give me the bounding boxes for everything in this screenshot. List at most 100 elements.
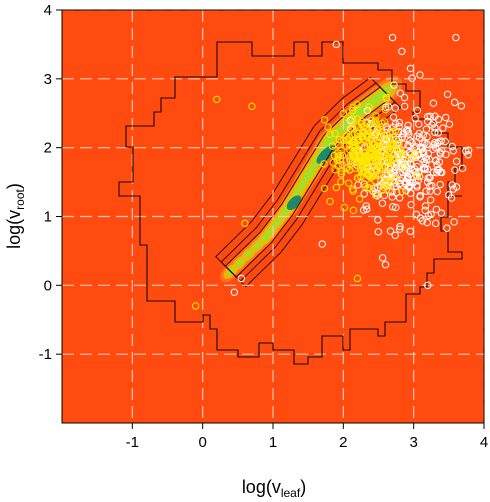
white-point [464,146,473,154]
yellow-point [369,153,378,162]
white-point [435,158,444,166]
yellow-point [371,116,379,124]
white-point [447,194,456,202]
outlier-point [248,102,256,111]
yellow-point [398,187,406,196]
white-point [449,147,457,155]
yellow-point [353,174,362,182]
white-point [423,140,431,148]
yellow-point [349,152,357,160]
yellow-point [372,120,381,129]
yellow-point [388,143,397,151]
y-tick-label: 1 [44,209,52,226]
density-peak [316,145,335,164]
y-axis-ticks: -1 0 1 2 3 4 [39,2,62,363]
yellow-point [326,197,334,206]
x-axis-title-sub: leaf [281,486,301,500]
y-tick-label: 4 [44,2,52,19]
yellow-point [349,187,357,195]
white-point [435,138,443,146]
outer-contour [118,41,463,365]
white-point [422,187,430,195]
density-contour-line [224,86,392,278]
x-axis-title-base: log(v [242,477,281,497]
white-point [398,47,406,56]
outlier-point [452,33,460,42]
white-point [404,121,412,130]
white-point [391,120,400,128]
outlier-point [388,33,397,42]
white-point [403,172,412,181]
yellow-point [357,150,365,159]
scatter-points [191,33,473,310]
white-point [438,147,446,155]
white-point [407,200,415,209]
white-point [389,202,397,211]
white-point [422,125,431,133]
white-point [450,98,459,107]
white-point [391,231,399,240]
outlier-point [230,288,239,296]
white-point [346,116,355,125]
density-contour-line [220,82,396,282]
yellow-point [324,123,332,131]
outlier-point [332,40,340,49]
yellow-point [413,171,422,179]
yellow-point [361,183,369,191]
white-point [421,206,429,215]
x-tick-label: 4 [480,434,488,451]
yellow-point [334,149,342,157]
white-point [427,210,435,218]
white-point [432,205,441,214]
white-point [448,181,456,189]
white-point [416,71,424,79]
white-point [450,218,458,226]
yellow-point [348,115,356,123]
yellow-point [411,149,419,158]
yellow-point [354,130,362,138]
white-point [433,160,441,169]
yellow-point [384,155,393,163]
white-point [406,64,415,73]
white-point [389,113,398,121]
white-point [431,143,440,152]
white-point [408,74,416,82]
yellow-point [367,116,375,125]
white-point [400,140,408,148]
yellow-point [400,163,408,171]
outlier-point [424,281,432,290]
white-point [429,119,438,127]
white-point [378,199,387,207]
density-blob [235,258,244,268]
white-point [396,225,404,233]
white-point [362,202,370,210]
white-point [386,227,395,235]
white-point [419,131,428,139]
yellow-point [385,179,394,188]
yellow-point [391,160,399,168]
white-point [407,154,415,163]
white-point [429,99,438,107]
density-blob [297,178,309,190]
white-point [416,214,425,222]
white-point [398,133,406,142]
white-point [411,114,419,122]
density-contour-line [215,76,402,288]
y-tick-label: 0 [44,277,52,294]
yellow-point [373,172,382,180]
yellow-point [354,137,362,145]
density-blob [292,187,303,198]
yellow-point [359,123,368,131]
x-tick-label: 1 [269,434,277,451]
yellow-point [345,179,353,187]
white-point [395,194,404,202]
yellow-point [396,146,405,154]
white-point [415,120,423,128]
y-axis-title-close: ) [4,183,24,189]
white-point [408,139,416,147]
density-blob [252,241,262,251]
yellow-point [387,171,395,180]
white-point [449,185,458,193]
white-point [415,129,423,138]
yellow-point [335,135,343,144]
